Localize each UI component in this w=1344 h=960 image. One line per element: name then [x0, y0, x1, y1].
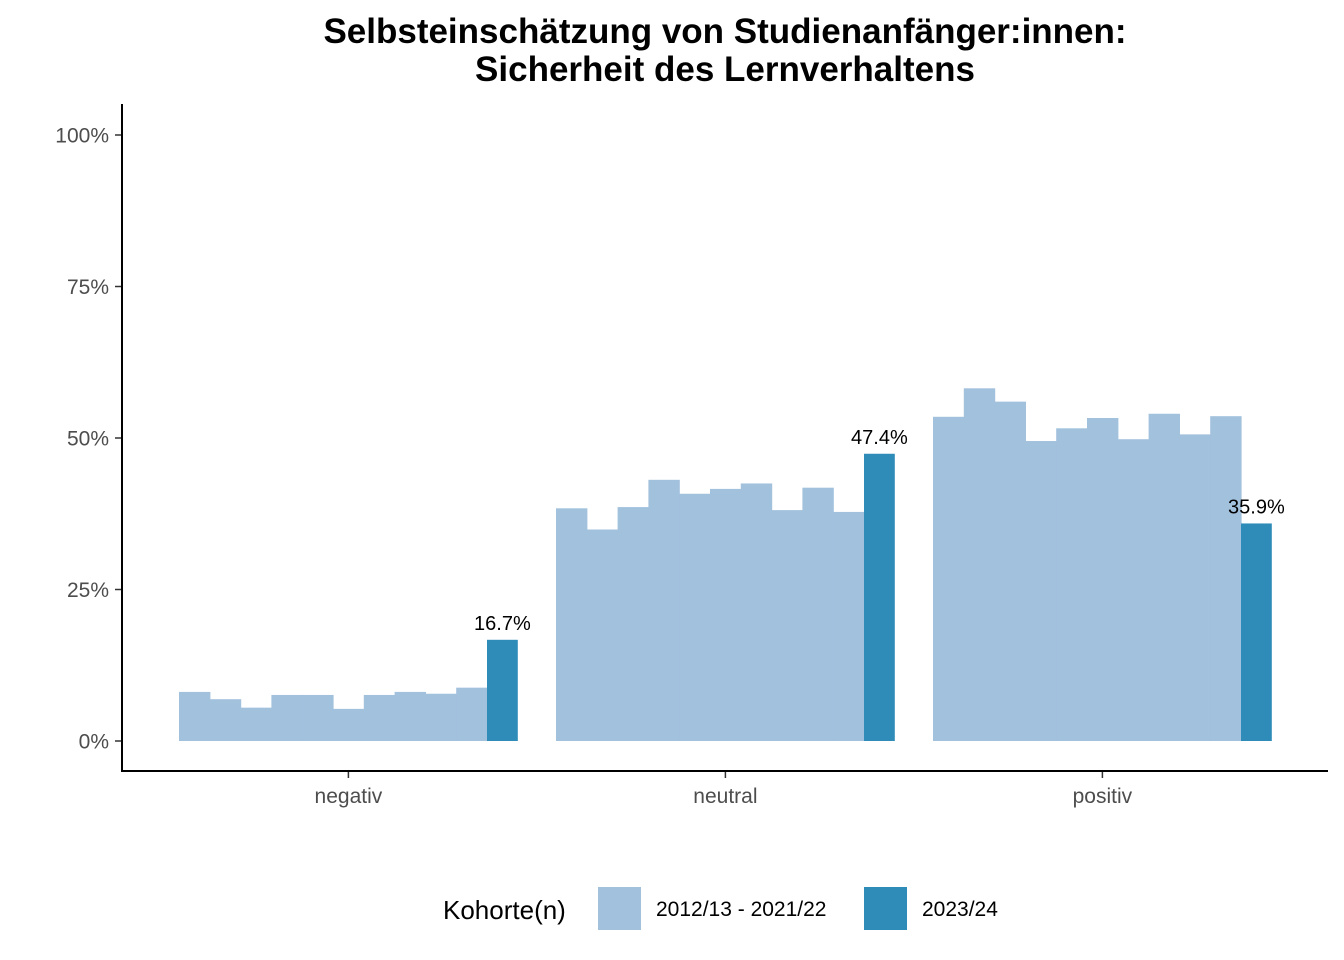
bar-history-neutral-9	[802, 487, 834, 741]
legend: Kohorte(n) 2012/13 - 2021/22 2023/24	[443, 887, 998, 930]
bar-history-negativ-6	[333, 708, 365, 741]
y-tick-label-100%: 100%	[55, 125, 109, 148]
x-tick-label-negativ: negativ	[315, 785, 383, 808]
y-tick-label-25%: 25%	[67, 579, 109, 602]
bar-history-negativ-5	[302, 694, 334, 741]
bar-history-positiv-8	[1148, 413, 1180, 741]
bar-label-positiv: 35.9%	[1228, 496, 1285, 518]
bar-history-positiv-9	[1179, 434, 1211, 741]
bar-history-negativ-3	[240, 707, 272, 741]
chart-title-line-1: Selbsteinschätzung von Studienanfänger:i…	[323, 12, 1126, 51]
legend-label-history: 2012/13 - 2021/22	[656, 898, 826, 921]
bar-history-neutral-5	[679, 493, 711, 741]
bar-history-negativ-10	[456, 687, 488, 741]
bar-history-neutral-4	[648, 479, 680, 741]
bar-history-positiv-4	[1025, 441, 1057, 741]
bar-label-negativ: 16.7%	[474, 613, 531, 635]
legend-swatch-history	[598, 887, 641, 930]
bar-history-neutral-10	[833, 511, 865, 741]
bar-history-neutral-6	[710, 488, 742, 741]
bar-history-positiv-5	[1056, 428, 1088, 741]
bar-history-positiv-1	[933, 416, 965, 741]
y-tick-label-0%: 0%	[79, 731, 109, 754]
bar-history-neutral-7	[740, 483, 773, 741]
x-tick-label-positiv: positiv	[1073, 785, 1133, 808]
y-tick-label-50%: 50%	[67, 428, 109, 451]
bar-history-negativ-2	[209, 699, 242, 741]
bar-history-neutral-3	[617, 507, 649, 741]
legend-swatch-current	[864, 887, 907, 930]
bar-label-neutral: 47.4%	[851, 427, 908, 449]
plot-area: 16.7% 47.4% 35.9%	[179, 388, 1285, 741]
x-tick-label-neutral: neutral	[693, 785, 757, 808]
axes: negativ neutral positiv 0% 25% 50% 75% 100%	[55, 104, 1328, 808]
y-tick-label-75%: 75%	[67, 276, 109, 299]
bar-history-negativ-9	[425, 693, 457, 741]
bar-history-positiv-7	[1117, 439, 1150, 741]
bar-current-neutral	[864, 453, 895, 741]
bar-history-negativ-4	[271, 694, 303, 741]
bar-current-negativ	[487, 639, 518, 741]
bar-history-positiv-10	[1210, 416, 1242, 741]
legend-title: Kohorte(n)	[443, 895, 566, 925]
bar-current-positiv	[1241, 523, 1272, 741]
bar-history-neutral-1	[556, 508, 588, 741]
bar-history-negativ-1	[179, 691, 211, 741]
bar-history-neutral-2	[586, 529, 619, 741]
bar-history-negativ-7	[363, 694, 396, 741]
chart-title-line-2: Sicherheit des Lernverhaltens	[475, 50, 975, 89]
bar-history-negativ-8	[394, 691, 426, 741]
bar-history-positiv-3	[994, 401, 1026, 741]
bar-history-positiv-6	[1087, 418, 1119, 741]
legend-label-current: 2023/24	[922, 898, 998, 921]
bar-history-positiv-2	[963, 388, 996, 741]
bar-history-neutral-8	[771, 510, 803, 741]
